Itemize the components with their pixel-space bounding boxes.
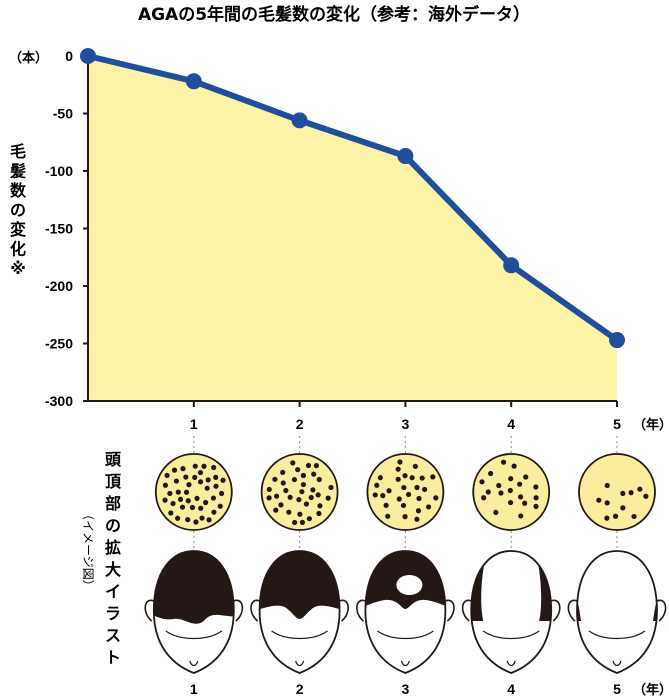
y-tick-label: -250 bbox=[45, 336, 73, 352]
illustration-label-char: 大 bbox=[105, 560, 121, 579]
bottom-year-label: 1 bbox=[190, 681, 198, 697]
y-tick-label: -100 bbox=[45, 163, 73, 179]
area-fill bbox=[88, 56, 617, 401]
y-ticks: 0 -50 -100 -150 -200 -250 -300 bbox=[45, 48, 88, 409]
data-point bbox=[503, 257, 520, 274]
bottom-year-label: 2 bbox=[296, 681, 304, 697]
y-axis-label-char: 数 bbox=[10, 181, 27, 200]
illustration-label-char: 拡 bbox=[105, 538, 121, 557]
bottom-year-labels: 1 2 3 4 5 （年） bbox=[190, 681, 669, 698]
y-axis-label-char: 毛 bbox=[10, 142, 26, 161]
scalp-circle bbox=[472, 453, 551, 531]
data-point bbox=[609, 332, 625, 349]
scalp-illustrations bbox=[154, 453, 656, 531]
head-illustration bbox=[461, 550, 561, 674]
y-tick-label: -50 bbox=[53, 106, 73, 122]
bottom-year-label: 4 bbox=[507, 681, 515, 697]
head-illustration bbox=[567, 550, 667, 674]
data-point bbox=[185, 73, 202, 90]
y-axis-label-char: 変 bbox=[10, 220, 26, 239]
illustration-label-char: ラ bbox=[105, 604, 121, 623]
scalp-circle bbox=[154, 453, 233, 531]
illustration-label-char: の bbox=[105, 516, 121, 535]
x-ticks: 1 2 3 4 5 （年） bbox=[190, 401, 669, 433]
illustration-label-char: イ bbox=[105, 582, 121, 601]
y-axis-label-char: 化 bbox=[10, 240, 26, 259]
data-point bbox=[291, 112, 308, 129]
scalp-circle bbox=[578, 453, 656, 531]
x-tick-label: 1 bbox=[190, 416, 198, 432]
data-point bbox=[80, 48, 96, 64]
head-illustration bbox=[250, 550, 349, 674]
y-axis-label: 毛髪数の変化※ bbox=[9, 142, 27, 278]
head-illustration bbox=[144, 550, 244, 674]
bottom-year-label: 3 bbox=[402, 681, 410, 697]
plot-area: 0 -50 -100 -150 -200 -250 -300 1 2 3 4 5 （年） bbox=[45, 48, 669, 433]
y-tick-label: -200 bbox=[45, 278, 73, 294]
y-tick-label: 0 bbox=[65, 48, 73, 64]
illustration-label-char: 部 bbox=[105, 494, 121, 513]
x-tick-label: 5 bbox=[613, 416, 621, 432]
illustration-label-char: 頭 bbox=[105, 450, 122, 469]
illustration-label-char: ト bbox=[105, 648, 121, 667]
data-points bbox=[80, 48, 625, 349]
bottom-year-label: 5 bbox=[613, 681, 621, 697]
y-axis-label-char: の bbox=[10, 201, 26, 220]
y-tick-label: -300 bbox=[45, 393, 73, 409]
bottom-unit-label: （年） bbox=[633, 682, 669, 698]
series-line bbox=[87, 53, 619, 343]
y-axis-label-char: ※ bbox=[10, 259, 26, 278]
data-point bbox=[397, 148, 414, 165]
scalp-circle bbox=[366, 453, 445, 531]
y-tick-label: -150 bbox=[45, 221, 73, 237]
x-tick-label: 2 bbox=[296, 416, 304, 432]
x-tick-label: 3 bbox=[402, 416, 410, 432]
y-unit-label: （本） bbox=[9, 50, 48, 66]
head-illustration bbox=[356, 550, 455, 674]
x-tick-label: 4 bbox=[507, 416, 515, 432]
x-unit-label: （年） bbox=[633, 417, 669, 433]
illustration-label-char: 頂 bbox=[105, 472, 122, 491]
y-axis-label-char: 髪 bbox=[9, 162, 26, 181]
illustration-note: （イメージ図） bbox=[81, 508, 95, 592]
scalp-circle bbox=[260, 453, 339, 531]
chart-title: AGAの5年間の毛髪数の変化（参考：海外データ） bbox=[138, 4, 530, 25]
illustration-label-char: ス bbox=[105, 626, 121, 645]
head-illustrations bbox=[144, 550, 667, 674]
